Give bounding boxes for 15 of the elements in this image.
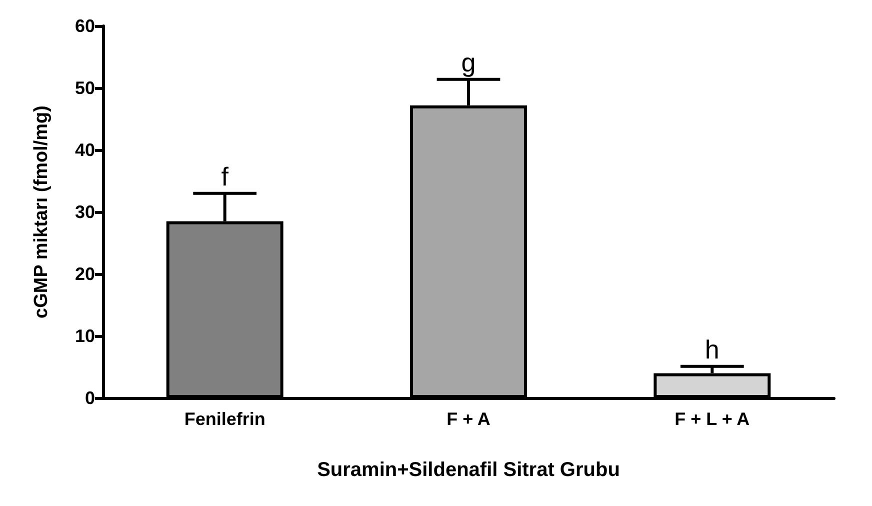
x-tick-label: Fenilefrin xyxy=(184,409,266,429)
y-tick-label: 50 xyxy=(74,78,95,98)
y-axis-title: cGMP miktarı (fmol/mg) xyxy=(31,106,52,318)
y-tick-label: 40 xyxy=(74,140,95,160)
y-tick-label: 30 xyxy=(74,202,95,222)
y-tick-label: 10 xyxy=(74,326,95,346)
y-tick-label: 60 xyxy=(74,16,95,36)
x-axis-title: Suramin+Sildenafil Sitrat Grubu xyxy=(317,459,620,481)
annotation: g xyxy=(461,47,476,78)
annotation: f xyxy=(221,161,230,192)
y-tick-label: 20 xyxy=(74,264,95,284)
x-tick-label: F + A xyxy=(446,409,490,429)
annotation: h xyxy=(704,334,720,364)
x-tick-label: F + L + A xyxy=(674,409,750,429)
y-tick-label: 0 xyxy=(84,388,95,408)
